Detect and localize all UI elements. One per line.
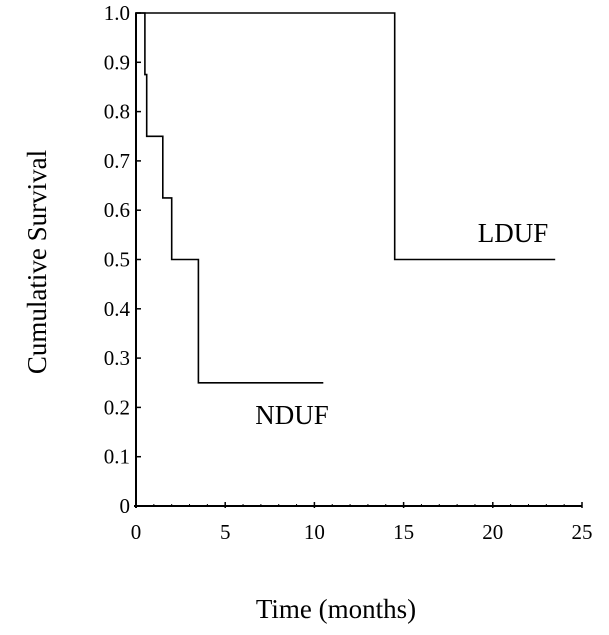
series-line-nduf <box>136 12 324 384</box>
y-tick-label: 0.3 <box>104 346 130 370</box>
y-tick-label: 0.6 <box>104 198 130 222</box>
x-tick-label: 0 <box>131 520 142 544</box>
series-lines <box>136 12 556 384</box>
y-tick-label: 0.1 <box>104 445 130 469</box>
x-tick-label: 15 <box>393 520 414 544</box>
series-line-lduf <box>136 12 556 261</box>
y-axis-title: Cumulative Survival <box>22 150 52 374</box>
y-tick-label: 0.9 <box>104 50 130 74</box>
y-tick-label: 0.8 <box>104 100 130 124</box>
y-tick-label: 0.7 <box>104 149 130 173</box>
x-tick-label: 5 <box>220 520 231 544</box>
x-tick-label: 10 <box>304 520 325 544</box>
series-labels: NDUF LDUF <box>255 218 548 430</box>
x-axis-title: Time (months) <box>256 594 416 624</box>
series-label-lduf: LDUF <box>478 218 549 248</box>
y-tick-label: 0.4 <box>104 297 131 321</box>
ticks: 0 0.1 0.2 0.3 0.4 0.5 0.6 0.7 0.8 0.9 1.0 0 5 10 15 20 2… <box>104 1 593 544</box>
y-tick-label: 0.2 <box>104 395 130 419</box>
x-tick-label: 20 <box>482 520 503 544</box>
axes <box>134 13 582 508</box>
x-tick-label: 25 <box>572 520 593 544</box>
y-tick-label: 0.5 <box>104 248 130 272</box>
series-label-nduf: NDUF <box>255 400 329 430</box>
y-tick-label: 1.0 <box>104 1 130 25</box>
y-tick-label: 0 <box>120 494 131 518</box>
